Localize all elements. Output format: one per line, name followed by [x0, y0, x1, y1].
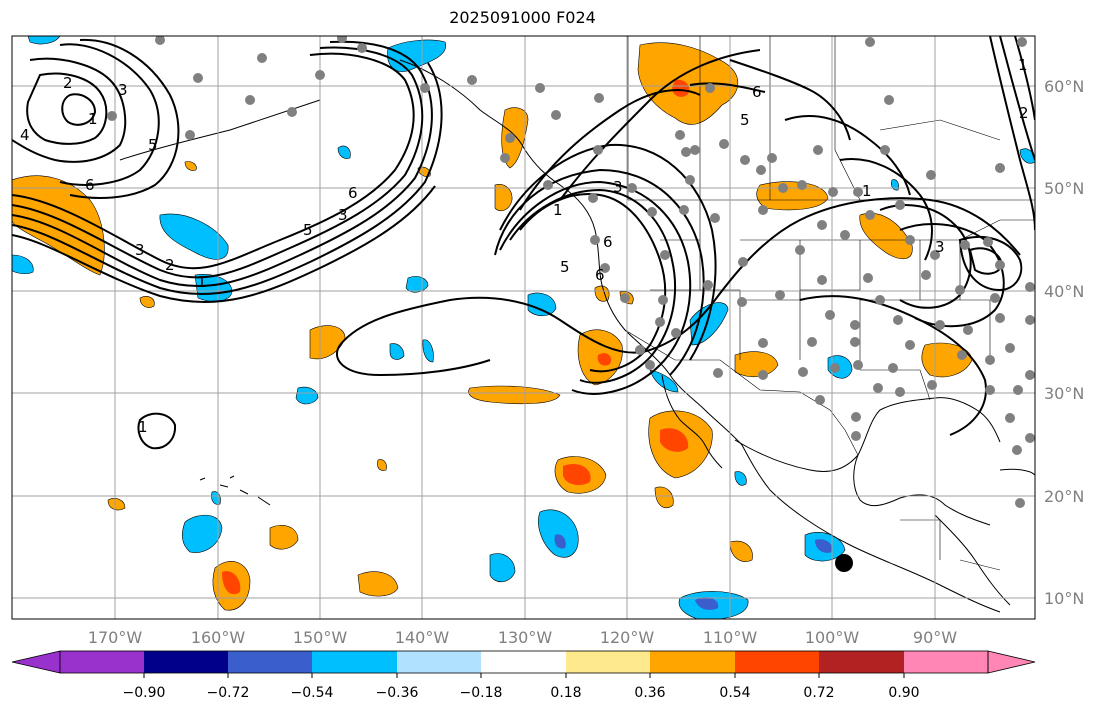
contour-label-group: 2 3 1 5 6 4 3 2 1 1 6 5 3 1 6 5 6 5 3 2 … — [20, 56, 1029, 436]
lat-label: 10°N — [1044, 589, 1084, 608]
lon-label: 140°W — [395, 628, 450, 647]
contour-label: 1 — [197, 273, 207, 291]
longitude-labels: 170°W 160°W 150°W 140°W 130°W 120°W 110°… — [88, 628, 957, 647]
colorbar-segment — [481, 651, 566, 673]
colorbar-segment — [228, 651, 312, 673]
contour-label: 5 — [303, 221, 313, 239]
stations — [107, 36, 1035, 508]
lat-label: 20°N — [1044, 487, 1084, 506]
contour-lines — [12, 36, 1035, 450]
colorbar-segment — [60, 651, 144, 673]
lon-label: 160°W — [191, 628, 246, 647]
colorbar-segment — [904, 651, 988, 673]
colorbar-tick-label: 0.72 — [803, 685, 834, 701]
contour-label: 6 — [603, 233, 613, 251]
colorbar-tick-label: −0.90 — [123, 685, 166, 701]
colorbar-segment — [819, 651, 904, 673]
contour-label: 1 — [862, 182, 872, 200]
lat-label: 40°N — [1044, 282, 1084, 301]
lon-label: 120°W — [600, 628, 655, 647]
lat-label: 30°N — [1044, 384, 1084, 403]
map-frame — [11, 35, 1036, 620]
lon-label: 130°W — [498, 628, 553, 647]
contour-label: 1 — [88, 110, 98, 128]
colorbar-segment — [566, 651, 650, 673]
contour-label: 3 — [118, 81, 128, 99]
lon-label: 90°W — [913, 628, 957, 647]
colorbar-tick-label: −0.18 — [460, 685, 503, 701]
contour-label: 6 — [595, 266, 605, 284]
contour-label: 3 — [135, 241, 145, 259]
colorbar-tick-label: 0.36 — [634, 685, 665, 701]
colorbar-segment — [735, 651, 819, 673]
colorbar-segment — [397, 651, 481, 673]
colorbar-tick-label: −0.36 — [376, 685, 419, 701]
colorbar-tick-label: −0.54 — [291, 685, 334, 701]
lon-label: 100°W — [805, 628, 860, 647]
colorbar-extend-high — [987, 650, 1036, 674]
colorbar-tick-label: 0.90 — [888, 685, 919, 701]
colorbar-tick-label: −0.72 — [207, 685, 250, 701]
contour-label: 1 — [138, 418, 148, 436]
contour-label: 5 — [148, 136, 158, 154]
colorbar-segment — [650, 651, 735, 673]
colorbar-tick-label: 0.18 — [550, 685, 581, 701]
latitude-labels: 60°N 50°N 40°N 30°N 20°N 10°N — [1044, 77, 1084, 608]
colorbar-segment — [144, 651, 228, 673]
contour-label: 3 — [935, 238, 945, 256]
contour-label: 5 — [740, 111, 750, 129]
location-marker — [835, 554, 853, 572]
contour-label: 4 — [20, 126, 30, 144]
map-title: 2025091000 F024 — [449, 8, 596, 27]
contour-label: 3 — [338, 206, 348, 224]
graticule — [12, 36, 1035, 619]
contour-label: 2 — [63, 74, 73, 92]
lon-label: 150°W — [293, 628, 348, 647]
contour-label: 5 — [560, 258, 570, 276]
lat-label: 60°N — [1044, 77, 1084, 96]
contour-label: 2 — [1019, 104, 1029, 122]
lat-label: 50°N — [1044, 179, 1084, 198]
contour-label: 3 — [613, 178, 623, 196]
contour-label: 1 — [553, 201, 563, 219]
colorbar: −0.90 −0.72 −0.54 −0.36 −0.18 0.18 0.36 … — [11, 650, 1036, 701]
colorbar-extend-low — [11, 650, 61, 674]
contour-label: 6 — [752, 83, 762, 101]
colorbar-tick-label: 0.54 — [719, 685, 750, 701]
contour-label: 6 — [85, 176, 95, 194]
colorbar-segment — [312, 651, 397, 673]
contour-label: 6 — [348, 184, 358, 202]
lon-label: 170°W — [88, 628, 143, 647]
lon-label: 110°W — [703, 628, 758, 647]
contour-label: 2 — [165, 256, 175, 274]
contour-label: 1 — [1018, 56, 1028, 74]
